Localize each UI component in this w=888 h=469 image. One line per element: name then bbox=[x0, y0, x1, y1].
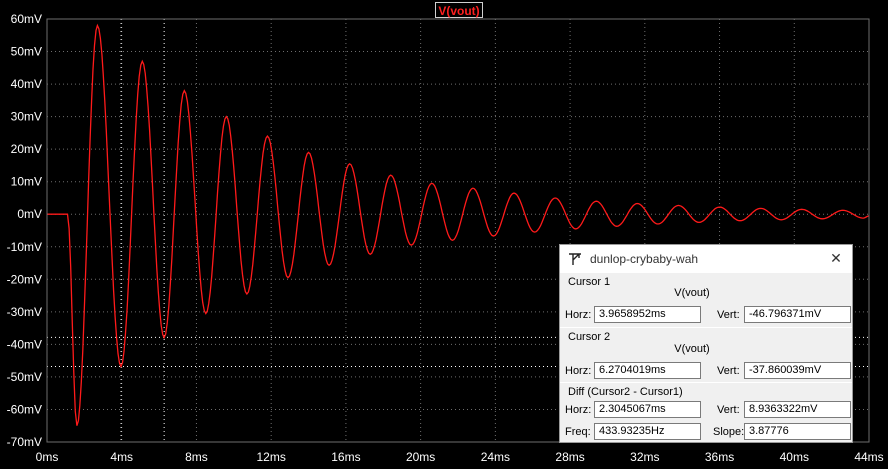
cursor2-vert-field[interactable]: -37.860039mV bbox=[744, 362, 851, 379]
cursor1-trace: V(vout) bbox=[674, 287, 710, 299]
x-tick-label: 0ms bbox=[36, 450, 59, 464]
y-tick-label: -30mV bbox=[7, 305, 42, 319]
y-tick-label: -60mV bbox=[7, 402, 42, 416]
y-tick-label: 20mV bbox=[11, 142, 42, 156]
x-axis-tick-labels: 0ms 4ms 8ms 12ms 16ms 20ms 24ms 28ms 32ms 36ms 40m… bbox=[36, 450, 884, 464]
cursor1-horz-field[interactable]: 3.9658952ms bbox=[594, 306, 701, 323]
y-tick-label: -40mV bbox=[7, 337, 42, 351]
dialog-title: dunlop-crybaby-wah bbox=[590, 252, 699, 266]
trace-title[interactable]: V(vout) bbox=[435, 2, 483, 18]
y-tick-label: -20mV bbox=[7, 272, 42, 286]
x-tick-label: 12ms bbox=[257, 450, 286, 464]
cursor1-label: Cursor 1 bbox=[568, 276, 611, 288]
x-tick-label: 28ms bbox=[555, 450, 584, 464]
x-tick-label: 8ms bbox=[185, 450, 208, 464]
cursor-dialog: dunlop-crybaby-wah ✕ Cursor 1 V(vout) Ho… bbox=[559, 244, 853, 443]
x-tick-label: 36ms bbox=[705, 450, 734, 464]
trace-v-vout bbox=[47, 23, 870, 426]
x-tick-label: 44ms bbox=[854, 450, 883, 464]
y-tick-label: -10mV bbox=[7, 240, 42, 254]
diff-vert-field[interactable]: 8.9363322mV bbox=[744, 401, 851, 418]
ltspice-probe-icon bbox=[569, 253, 581, 265]
close-icon[interactable]: ✕ bbox=[830, 250, 842, 266]
y-tick-label: 40mV bbox=[11, 77, 42, 91]
y-axis-tick-labels: 60mV 50mV 40mV 30mV 20mV 10mV 0mV -10mV -20mV -30… bbox=[7, 12, 42, 449]
diff-slope-field[interactable]: 3.87776 bbox=[744, 423, 851, 440]
dialog-titlebar[interactable]: dunlop-crybaby-wah ✕ bbox=[560, 245, 852, 273]
y-tick-label: -70mV bbox=[7, 435, 42, 449]
x-tick-label: 24ms bbox=[481, 450, 510, 464]
y-tick-label: 60mV bbox=[11, 12, 42, 26]
plot-frame bbox=[46, 18, 870, 443]
x-tick-label: 16ms bbox=[331, 450, 360, 464]
diff-horz-label: Horz: bbox=[565, 404, 592, 416]
diff-label: Diff (Cursor2 - Cursor1) bbox=[568, 386, 683, 398]
diff-vert-label: Vert: bbox=[717, 404, 740, 416]
y-tick-label: 10mV bbox=[11, 175, 42, 189]
diff-group: Diff (Cursor2 - Cursor1) Horz: 2.3045067… bbox=[560, 383, 852, 442]
x-tick-label: 32ms bbox=[630, 450, 659, 464]
y-tick-label: 0mV bbox=[17, 207, 42, 221]
cursor2-label: Cursor 2 bbox=[568, 331, 611, 343]
x-tick-label: 40ms bbox=[780, 450, 809, 464]
cursor2-trace: V(vout) bbox=[674, 343, 710, 355]
cursor1-group: Cursor 1 V(vout) Horz: 3.9658952ms Vert:… bbox=[560, 273, 852, 327]
diff-horz-field[interactable]: 2.3045067ms bbox=[594, 401, 701, 418]
y-tick-label: 50mV bbox=[11, 45, 42, 59]
diff-slope-label: Slope: bbox=[713, 426, 745, 438]
x-tick-label: 20ms bbox=[406, 450, 435, 464]
diff-freq-field[interactable]: 433.93235Hz bbox=[594, 423, 701, 440]
y-tick-label: -50mV bbox=[7, 370, 42, 384]
cursor1-vert-field[interactable]: -46.796371mV bbox=[744, 306, 851, 323]
diff-freq-label: Freq: bbox=[565, 426, 591, 438]
cursor1-horz-label: Horz: bbox=[565, 309, 592, 321]
y-tick-label: 30mV bbox=[11, 110, 42, 124]
cursor1-vert-label: Vert: bbox=[717, 309, 740, 321]
cursor2-horz-label: Horz: bbox=[565, 365, 592, 377]
cursor2-vert-label: Vert: bbox=[717, 365, 740, 377]
cursor2-horz-field[interactable]: 6.2704019ms bbox=[594, 362, 701, 379]
cursor2-group: Cursor 2 V(vout) Horz: 6.2704019ms Vert:… bbox=[560, 328, 852, 382]
x-tick-label: 4ms bbox=[110, 450, 133, 464]
